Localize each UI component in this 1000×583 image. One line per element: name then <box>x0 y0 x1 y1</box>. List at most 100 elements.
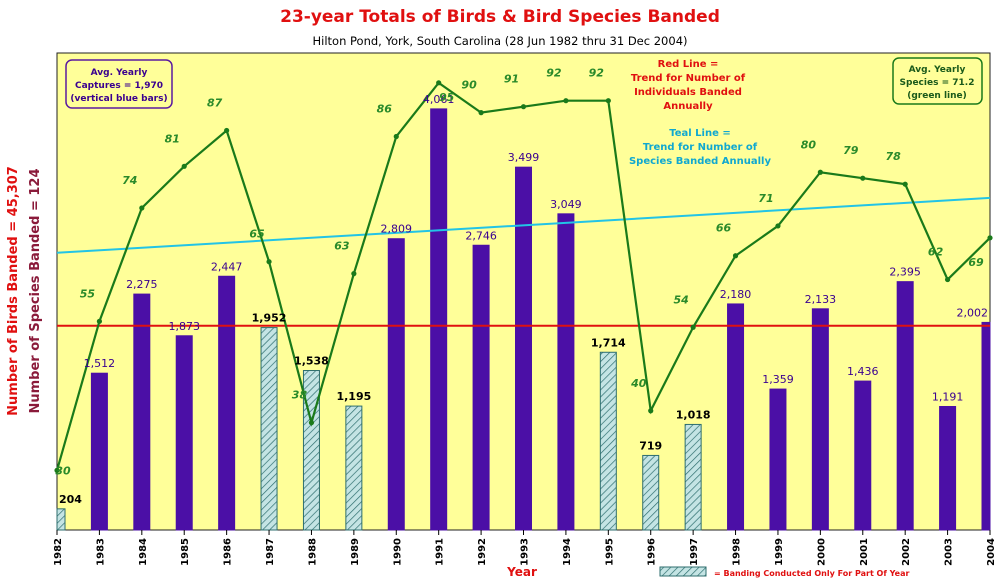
species-label-2003: 62 <box>928 246 944 259</box>
red-line-note-3: Individuals Banded <box>634 87 742 98</box>
bar-2000 <box>811 308 829 531</box>
chart-title: 23-year Totals of Birds & Bird Species B… <box>280 7 720 27</box>
ylabel-birds: Number of Birds Banded = 45,307 <box>6 166 21 416</box>
avg-species-line3: (green line) <box>907 91 967 101</box>
x-tick-label-2004: 2004 <box>986 538 997 566</box>
x-tick-label-1996: 1996 <box>647 538 658 566</box>
species-point-1982 <box>54 467 60 473</box>
x-tick-label-2000: 2000 <box>816 538 827 566</box>
teal-line-note-1: Teal Line = <box>669 128 731 139</box>
species-point-1986 <box>224 127 230 134</box>
bar-1992 <box>472 244 490 531</box>
species-point-1988 <box>308 420 315 426</box>
bar-label-2001: 1,436 <box>847 365 879 378</box>
bar-label-1991: 4,061 <box>423 93 455 106</box>
teal-line-note-2: Trend for Number of <box>643 142 758 153</box>
species-label-1990: 86 <box>377 102 393 115</box>
red-line-note-4: Annually <box>663 101 713 112</box>
species-point-1985 <box>181 163 187 169</box>
bar-label-1989: 1,195 <box>336 390 371 403</box>
bar-label-1986: 2,447 <box>211 260 243 273</box>
species-label-1998: 66 <box>716 222 732 235</box>
bar-1996 <box>642 454 660 531</box>
species-point-1993 <box>520 104 527 110</box>
bar-1998 <box>727 303 745 531</box>
bar-label-1988: 1,538 <box>294 355 329 368</box>
species-label-1988: 38 <box>292 389 308 402</box>
x-tick-label-1994: 1994 <box>562 538 573 566</box>
bar-2001 <box>854 380 872 531</box>
x-tick-label-1998: 1998 <box>732 538 743 566</box>
species-label-1997: 54 <box>673 293 688 306</box>
species-point-1998 <box>732 253 739 259</box>
x-tick-label-2002: 2002 <box>901 538 912 566</box>
bar-1999 <box>769 388 787 531</box>
x-tick-label-1982: 1982 <box>53 538 64 566</box>
bar-1994 <box>557 213 575 531</box>
bar-label-1993: 3,499 <box>508 151 540 164</box>
bar-1986 <box>218 275 236 531</box>
bar-label-1984: 2,275 <box>126 278 158 291</box>
species-label-1987: 65 <box>249 228 265 241</box>
x-tick-label-1992: 1992 <box>477 538 488 566</box>
species-label-2002: 78 <box>886 150 902 163</box>
species-point-1995 <box>605 98 611 104</box>
bar-label-1995: 1,714 <box>591 336 626 349</box>
species-point-1990 <box>393 133 399 140</box>
x-tick-label-1995: 1995 <box>604 538 615 566</box>
avg-captures-line2: Captures = 1,970 <box>75 81 163 91</box>
bar-label-1985: 1,873 <box>168 320 200 333</box>
bar-label-2002: 2,395 <box>889 266 921 279</box>
bar-1995 <box>599 351 617 531</box>
avg-species-line1: Avg. Yearly <box>909 65 966 75</box>
bar-label-1994: 3,049 <box>550 198 582 211</box>
xlabel: Year <box>506 565 537 579</box>
x-tick-label-1983: 1983 <box>95 538 106 566</box>
partial-year-legend-label: = Banding Conducted Only For Part Of Yea… <box>714 569 910 578</box>
species-label-1996: 40 <box>630 377 647 390</box>
teal-line-note-3: Species Banded Annually <box>629 156 771 167</box>
bar-2004 <box>981 321 991 531</box>
species-label-1985: 81 <box>165 132 180 145</box>
avg-captures-box: Avg. Yearly Captures = 1,970 (vertical b… <box>65 59 173 109</box>
partial-year-legend: = Banding Conducted Only For Part Of Yea… <box>659 566 910 578</box>
bar-1984 <box>133 293 151 531</box>
species-point-2004 <box>987 235 993 241</box>
red-line-note-2: Trend for Number of <box>631 73 746 84</box>
bar-label-1997: 1,018 <box>676 408 711 421</box>
bar-1993 <box>515 166 532 531</box>
bar-label-1987: 1,952 <box>252 312 287 325</box>
species-point-1997 <box>690 324 696 330</box>
bar-label-1990: 2,809 <box>381 223 413 236</box>
species-point-2001 <box>860 175 866 181</box>
ylabel-birds-total: 45,307 <box>6 166 21 216</box>
species-label-1993: 91 <box>504 73 519 86</box>
species-point-1991 <box>436 80 442 86</box>
species-label-1986: 87 <box>207 97 223 110</box>
ylabel-species: Number of Species Banded = 124 <box>28 168 43 413</box>
x-tick-label-1988: 1988 <box>307 538 318 566</box>
bar-label-1999: 1,359 <box>762 373 794 386</box>
teal-line-note: Teal Line = Trend for Number of Species … <box>629 128 771 167</box>
x-tick-label-1989: 1989 <box>350 538 361 566</box>
species-point-1999 <box>775 223 781 229</box>
bar-1990 <box>387 238 405 531</box>
bar-label-1982: 204 <box>59 493 82 506</box>
x-tick-label-1987: 1987 <box>265 538 276 566</box>
bar-label-2003: 1,191 <box>932 390 964 403</box>
species-point-1987 <box>266 259 272 265</box>
x-tick-label-1990: 1990 <box>392 538 403 566</box>
species-label-1982: 30 <box>55 464 71 477</box>
red-line-note: Red Line = Trend for Number of Individua… <box>631 59 746 112</box>
species-label-1995: 92 <box>589 67 605 80</box>
species-label-1994: 92 <box>546 67 562 80</box>
species-point-1989 <box>351 271 357 277</box>
species-label-1992: 90 <box>461 79 477 92</box>
red-line-note-1: Red Line = <box>658 59 719 70</box>
bar-1987 <box>260 327 278 531</box>
bar-1997 <box>684 423 702 531</box>
avg-captures-line1: Avg. Yearly <box>91 68 148 78</box>
x-tick-label-2001: 2001 <box>859 538 870 566</box>
x-tick-label-1997: 1997 <box>689 538 700 566</box>
